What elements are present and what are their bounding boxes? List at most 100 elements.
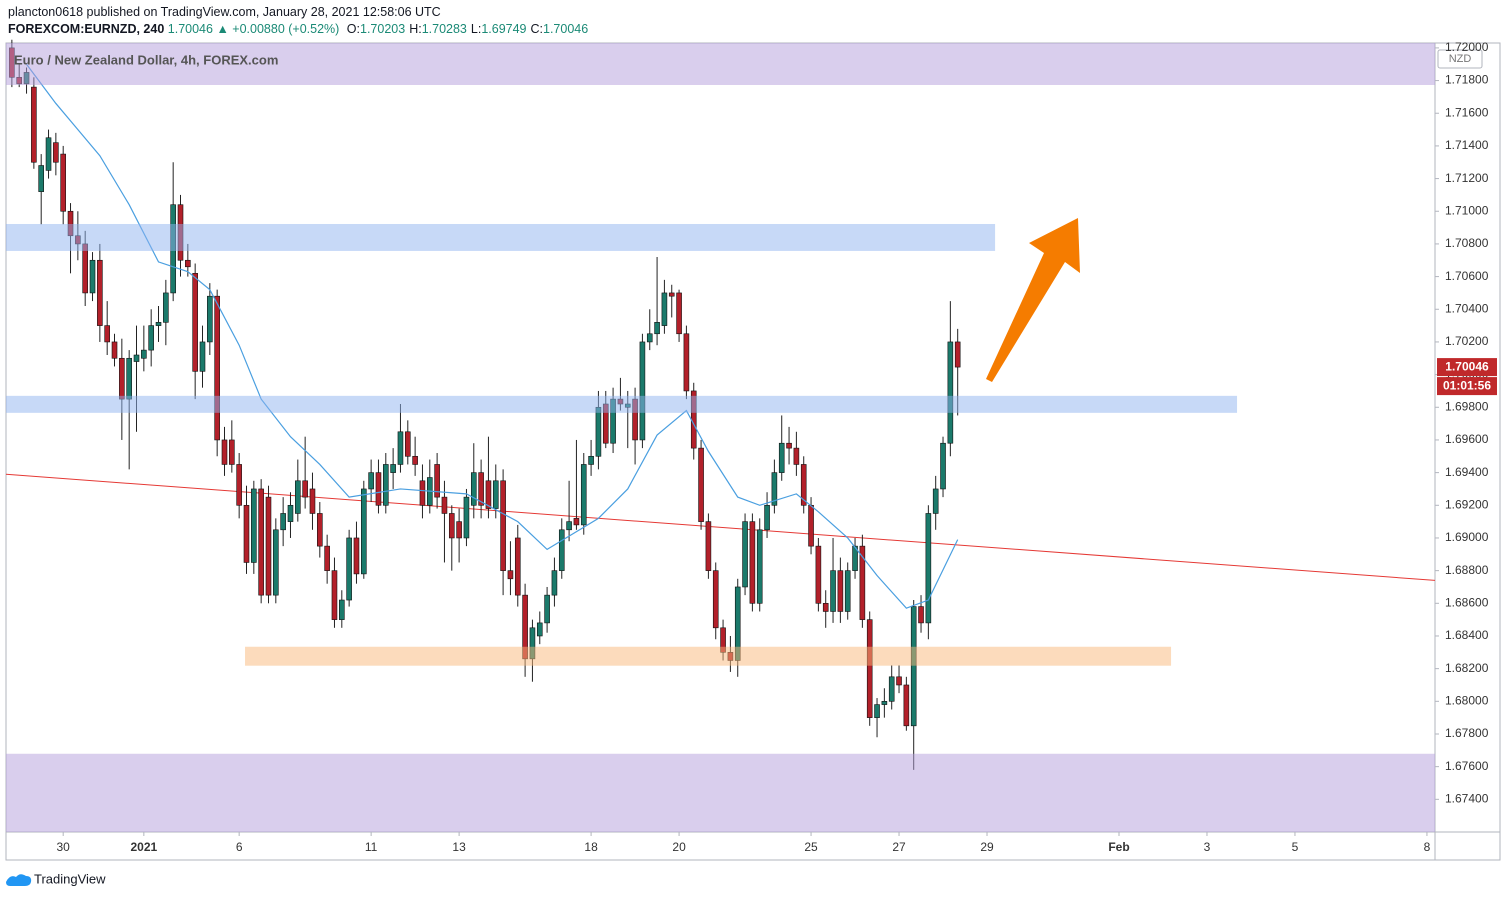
y-tick-label: 1.70400 [1445, 301, 1489, 315]
candle-body [558, 529, 565, 571]
ohlc-value: 1.70283 [421, 22, 467, 36]
candle-body [551, 570, 558, 596]
candle-body [331, 570, 338, 620]
candle-body [918, 606, 924, 624]
candle-body [698, 447, 704, 522]
candle-body [786, 442, 792, 449]
candle-body [441, 496, 448, 514]
candle-body [148, 325, 154, 351]
candle-body [295, 480, 301, 514]
candle-body [661, 292, 668, 326]
x-tick-label: 6 [236, 840, 243, 854]
candle-body [60, 153, 66, 212]
x-tick-label: 29 [980, 840, 994, 854]
y-tick-label: 1.69000 [1445, 530, 1489, 544]
candle-body [683, 333, 690, 392]
y-tick-label: 1.70600 [1445, 269, 1489, 283]
x-tick-label: 30 [57, 840, 71, 854]
candle-body [419, 480, 426, 506]
y-tick-label: 1.68600 [1445, 595, 1489, 609]
candle-body [119, 357, 125, 400]
last-price-label: 1.70046 [1445, 359, 1489, 373]
price-change: ▲ +0.00880 (+0.52%) [216, 22, 340, 36]
candle-body [771, 472, 778, 506]
y-tick-label: 1.69200 [1445, 497, 1489, 511]
y-tick-label: 1.70800 [1445, 236, 1489, 250]
plot [5, 39, 1436, 832]
candle-body [339, 599, 345, 620]
ohlc: O:1.70203 H:1.70283 L:1.69749 C:1.70046 [343, 22, 588, 36]
candle-body [346, 537, 352, 601]
countdown-tag [1437, 377, 1497, 396]
candle-body [53, 142, 59, 163]
candle-body [456, 521, 462, 539]
y-tick-label: 1.68400 [1445, 628, 1489, 642]
candle-body [874, 704, 880, 718]
ohlc-value: 1.70046 [543, 22, 589, 36]
candle-body [434, 464, 440, 498]
candle-body [507, 570, 514, 580]
candle-body [492, 480, 499, 509]
x-tick-label: 27 [892, 840, 906, 854]
candle-body [588, 455, 594, 465]
candle-body [800, 464, 807, 506]
candle-body [375, 472, 382, 506]
candle-body [251, 488, 257, 563]
y-tick-label: 1.71400 [1445, 138, 1489, 152]
candle-body [353, 537, 360, 575]
zone [6, 43, 1435, 85]
zone [6, 395, 1238, 413]
candle-body [646, 333, 653, 343]
candle-body [280, 513, 286, 531]
brand-name: TradingView [34, 871, 106, 886]
candle-body [383, 464, 389, 506]
candle-body [566, 521, 572, 531]
candle-body [258, 488, 264, 596]
candle-body [89, 259, 96, 294]
symbol: FOREXCOM:EURNZD, 240 [8, 22, 165, 36]
trendline [5, 473, 1436, 581]
candle-body [852, 545, 858, 571]
currency-box [1437, 49, 1483, 69]
y-tick-label: 1.70200 [1445, 334, 1489, 348]
y-tick-label: 1.71200 [1445, 171, 1489, 185]
x-tick-label: Feb [1108, 840, 1129, 854]
candle-body [925, 513, 932, 624]
candle-body [361, 488, 367, 575]
x-tick-label: 20 [672, 840, 686, 854]
symbol-line: FOREXCOM:EURNZD, 240 1.70046 ▲ +0.00880 … [8, 21, 588, 38]
candle-body [815, 545, 822, 604]
x-tick-label: 18 [584, 840, 598, 854]
ohlc-label: H: [409, 22, 422, 36]
candle-body [793, 447, 800, 465]
y-tick-label: 1.69400 [1445, 465, 1489, 479]
last-price: 1.70046 [167, 22, 213, 36]
candle-body [133, 354, 140, 362]
x-tick-label: 3 [1204, 840, 1211, 854]
candle-body [404, 431, 411, 457]
logo-cloud [6, 874, 32, 886]
candle-body [778, 442, 785, 473]
candle-body [309, 488, 316, 514]
candle-body [808, 504, 814, 547]
y-tick-label: 1.67400 [1445, 792, 1489, 806]
candle-body [97, 259, 103, 326]
y-tick-label: 1.71800 [1445, 73, 1489, 87]
candle-body [412, 455, 418, 465]
x-tick-label: 2021 [130, 840, 157, 854]
candle-body [463, 496, 470, 539]
y-tick-label: 1.67800 [1445, 726, 1489, 740]
candle-body [837, 570, 844, 612]
candle-body [580, 464, 587, 526]
candle-body [756, 529, 763, 604]
header: plancton0618 published on TradingView.co… [8, 4, 588, 38]
brand-logo [6, 874, 32, 886]
candle-body [221, 439, 228, 465]
candle-body [82, 243, 88, 294]
byline: plancton0618 published on TradingView.co… [8, 5, 441, 19]
candle-body [932, 488, 939, 514]
moving-average [26, 63, 959, 609]
candle-body [764, 504, 770, 531]
